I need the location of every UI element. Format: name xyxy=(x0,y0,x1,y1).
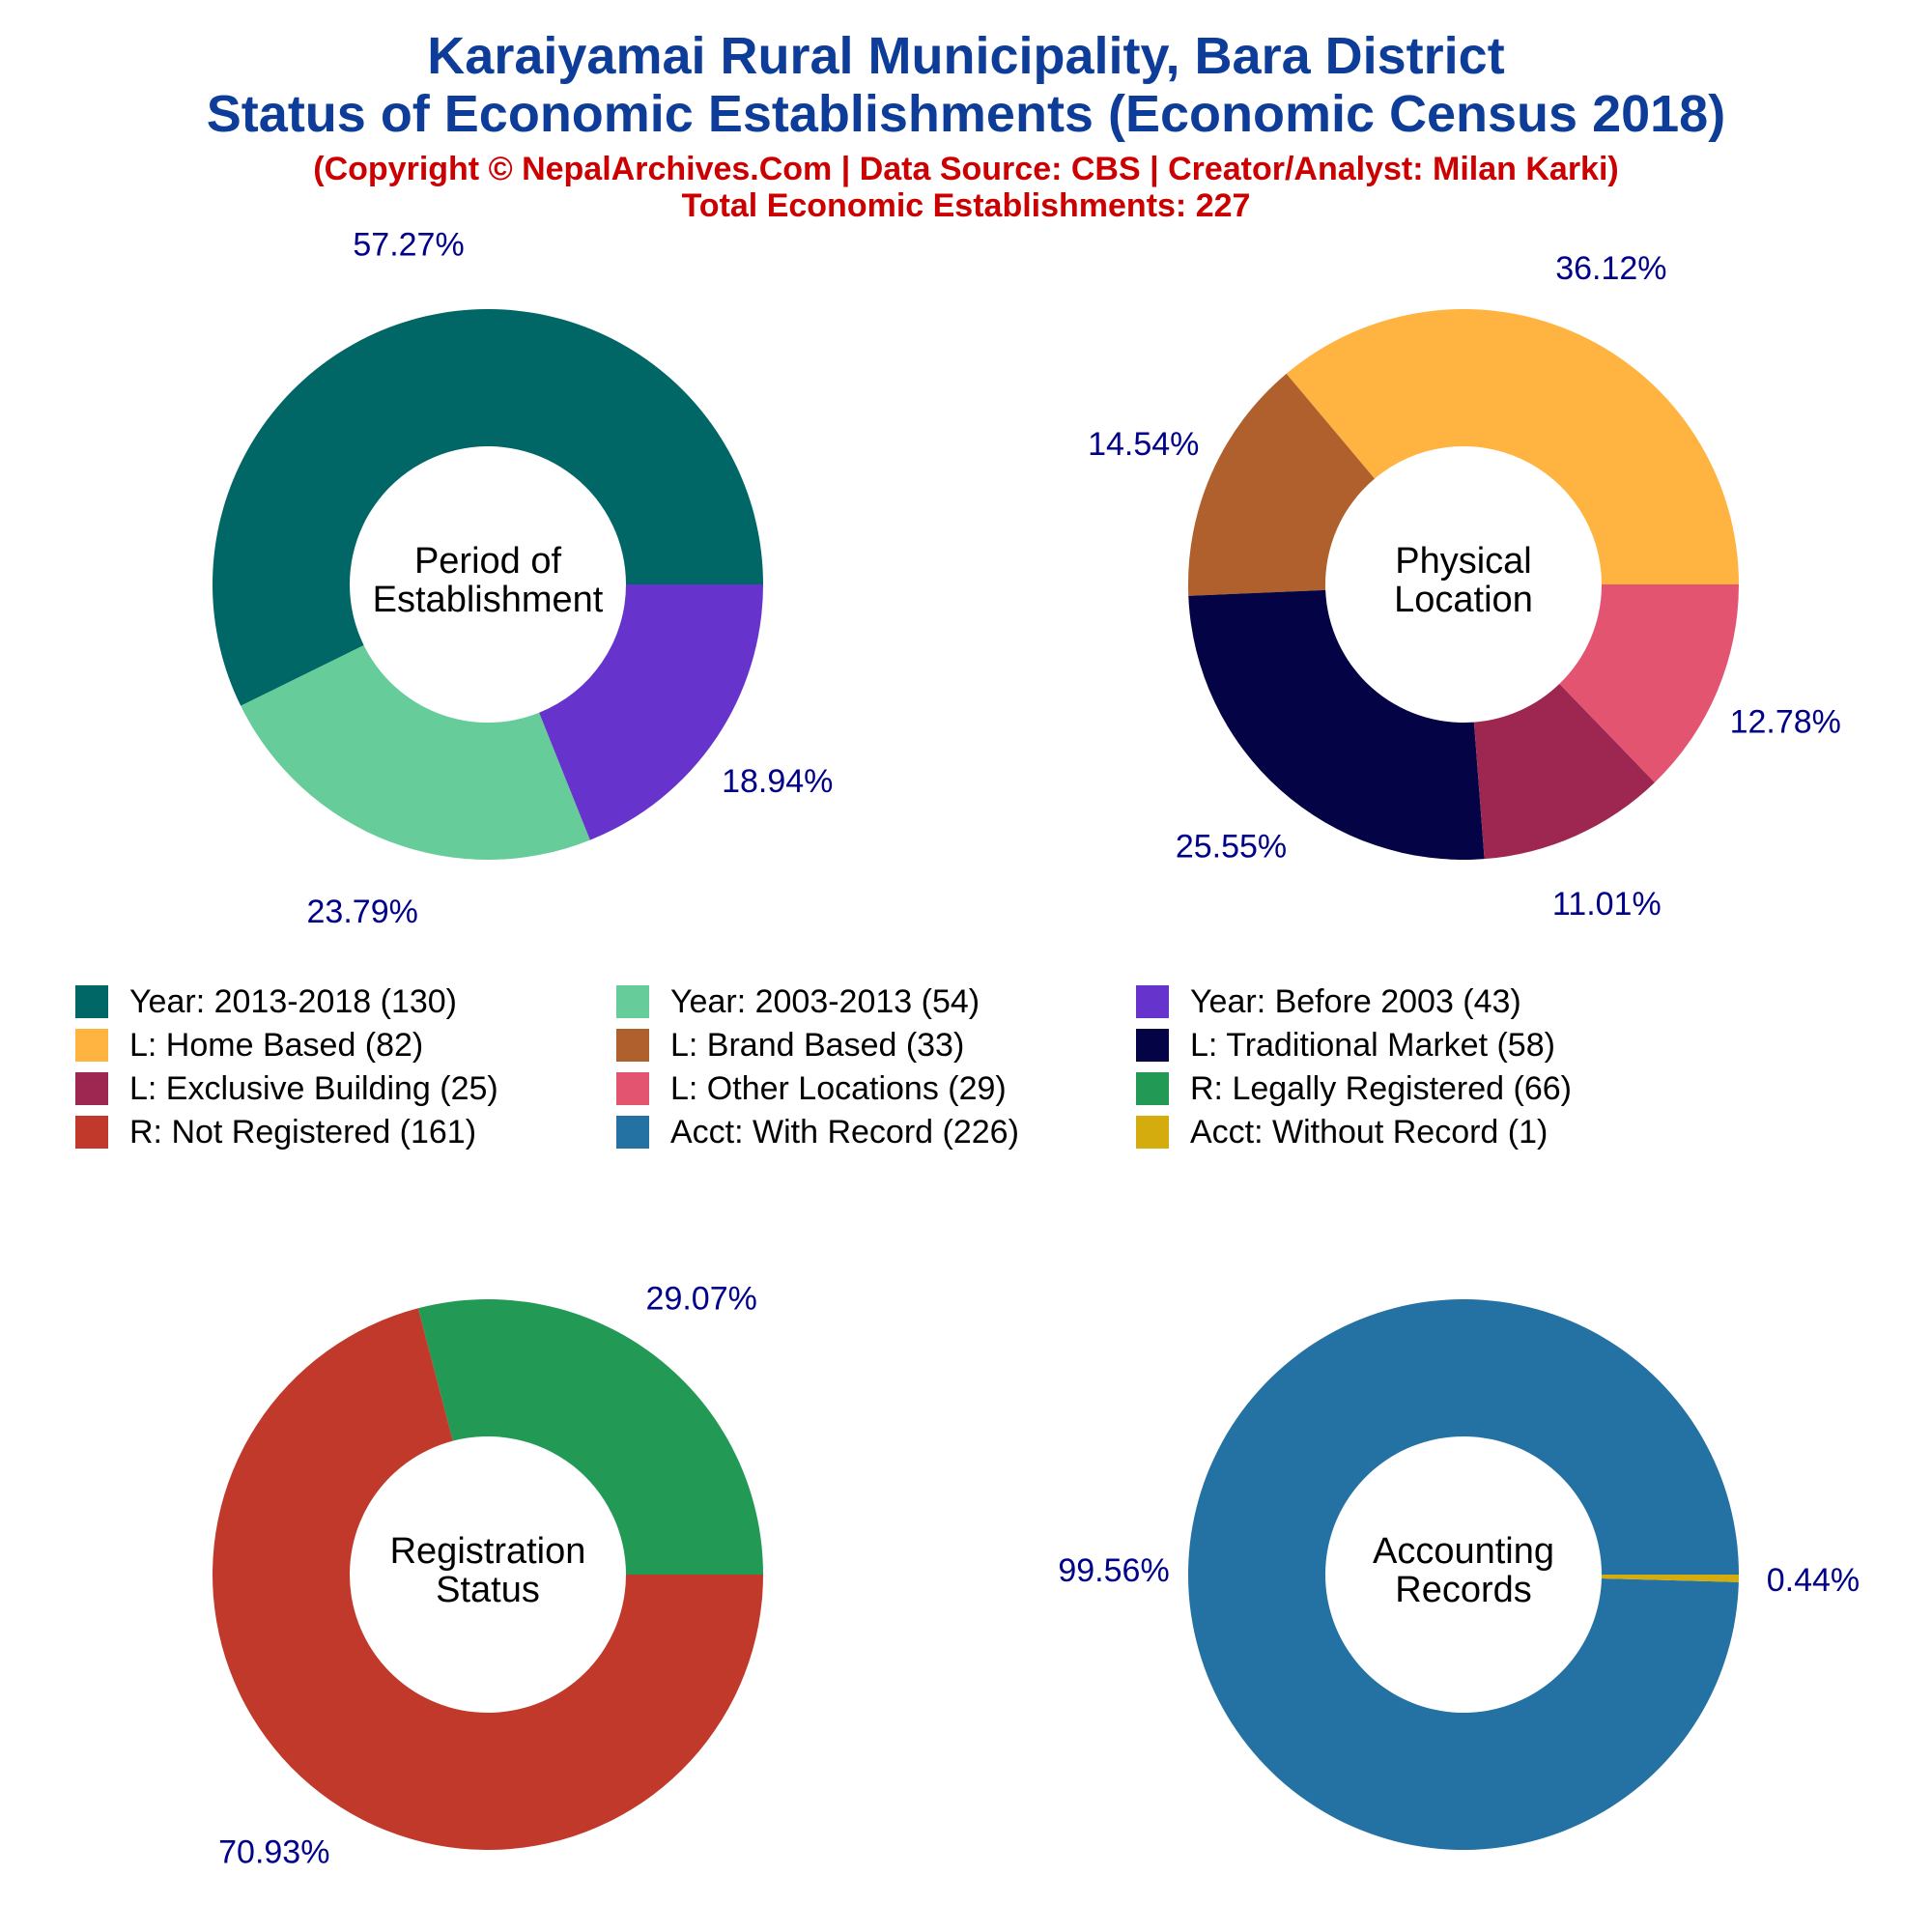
percent-label-4-1: 99.56% xyxy=(1058,1552,1169,1589)
donut-slice-2-3 xyxy=(1188,589,1485,861)
legend-label: Acct: With Record (226) xyxy=(670,1113,1019,1151)
donut-slice-2-5 xyxy=(1559,584,1739,782)
center-label-3-2: Status xyxy=(436,1570,540,1610)
percent-label-1-1: 57.27% xyxy=(353,226,464,263)
percent-label-2-4: 11.01% xyxy=(1552,886,1662,923)
legend-label: Acct: Without Record (1) xyxy=(1190,1113,1548,1151)
legend-swatch xyxy=(75,1072,108,1105)
legend-swatch xyxy=(75,985,108,1018)
legend-item: L: Brand Based (33) xyxy=(616,1024,964,1066)
center-label-2-1: Physical xyxy=(1395,541,1532,582)
donut-slice-4-2 xyxy=(1601,1575,1740,1582)
legend-swatch xyxy=(75,1029,108,1062)
legend-item: L: Traditional Market (58) xyxy=(1136,1024,1555,1066)
legend-label: L: Exclusive Building (25) xyxy=(129,1069,498,1107)
donut-slice-3-1 xyxy=(417,1299,763,1575)
donut-slice-1-1 xyxy=(213,309,764,706)
center-label-2-2: Location xyxy=(1394,580,1533,620)
donut-slice-3-2 xyxy=(213,1308,763,1851)
center-label-1-1: Period of xyxy=(414,541,562,582)
percent-label-2-2: 14.54% xyxy=(1088,426,1199,463)
legend-label: Year: 2003-2013 (54) xyxy=(670,982,980,1020)
legend-swatch xyxy=(1136,1072,1169,1105)
donut-slice-1-3 xyxy=(539,584,763,840)
percent-label-1-3: 18.94% xyxy=(722,763,833,800)
legend-swatch xyxy=(75,1116,108,1149)
center-label-4-1: Accounting xyxy=(1373,1531,1554,1572)
total-establishments: Total Economic Establishments: 227 xyxy=(681,187,1251,224)
legend-label: L: Traditional Market (58) xyxy=(1190,1026,1555,1064)
legend-item: Year: Before 2003 (43) xyxy=(1136,980,1521,1023)
legend-label: L: Other Locations (29) xyxy=(670,1069,1007,1107)
legend-swatch xyxy=(616,1072,649,1105)
donut-slice-4-1 xyxy=(1188,1299,1739,1851)
percent-label-3-2: 70.93% xyxy=(218,1834,329,1871)
legend-item: L: Home Based (82) xyxy=(75,1024,423,1066)
legend-item: L: Exclusive Building (25) xyxy=(75,1067,498,1110)
percent-label-4-2: 0.44% xyxy=(1767,1562,1860,1599)
percent-label-2-1: 36.12% xyxy=(1555,250,1666,287)
chart-title-line2: Status of Economic Establishments (Econo… xyxy=(206,85,1726,143)
legend-item: L: Other Locations (29) xyxy=(616,1067,1007,1110)
copyright-line: (Copyright © NepalArchives.Com | Data So… xyxy=(313,151,1619,187)
legend-item: Year: 2013-2018 (130) xyxy=(75,980,457,1023)
percent-label-2-5: 12.78% xyxy=(1730,703,1841,740)
legend-label: Year: 2013-2018 (130) xyxy=(129,982,458,1020)
legend-swatch xyxy=(1136,985,1169,1018)
center-label-3-1: Registration xyxy=(390,1531,586,1572)
percent-label-1-2: 23.79% xyxy=(307,894,418,930)
center-label-1-2: Establishment xyxy=(373,580,604,620)
legend-label: L: Home Based (82) xyxy=(129,1026,424,1064)
legend-item: R: Legally Registered (66) xyxy=(1136,1067,1572,1110)
donut-slice-2-1 xyxy=(1286,308,1739,584)
legend-label: L: Brand Based (33) xyxy=(670,1026,965,1064)
legend-item: Year: 2003-2013 (54) xyxy=(616,980,980,1023)
legend-swatch xyxy=(616,1116,649,1149)
legend-item: Acct: Without Record (1) xyxy=(1136,1111,1548,1153)
legend-label: R: Legally Registered (66) xyxy=(1190,1069,1572,1107)
chart-title-line1: Karaiyamai Rural Municipality, Bara Dist… xyxy=(427,27,1505,85)
legend-swatch xyxy=(1136,1116,1169,1149)
donut-slice-2-2 xyxy=(1188,373,1375,596)
percent-label-2-3: 25.55% xyxy=(1176,829,1287,866)
legend-item: Acct: With Record (226) xyxy=(616,1111,1019,1153)
donut-slice-2-4 xyxy=(1473,683,1656,860)
percent-label-3-1: 29.07% xyxy=(646,1280,757,1317)
legend-swatch xyxy=(616,1029,649,1062)
legend-item: R: Not Registered (161) xyxy=(75,1111,476,1153)
center-label-4-2: Records xyxy=(1395,1570,1532,1610)
legend-label: R: Not Registered (161) xyxy=(129,1113,477,1151)
donut-slice-1-2 xyxy=(241,645,590,860)
legend-label: Year: Before 2003 (43) xyxy=(1190,982,1521,1020)
chart-header: Karaiyamai Rural Municipality, Bara Dist… xyxy=(0,27,1932,224)
legend-swatch xyxy=(616,985,649,1018)
legend-swatch xyxy=(1136,1029,1169,1062)
donut-chart-2: 36.12% 14.54% 25.55% 11.01% 12.78% PhysicalLo… xyxy=(1088,250,1841,923)
